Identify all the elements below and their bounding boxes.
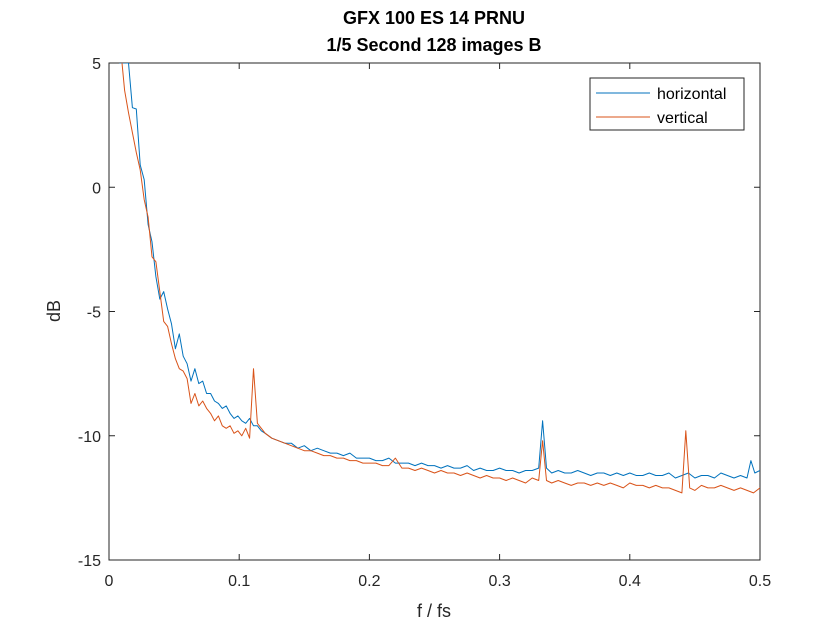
plot-area [108, 62, 761, 561]
x-tick-label: 0.2 [358, 573, 380, 590]
series-line-vertical [121, 63, 760, 494]
x-tick-label: 0.5 [749, 573, 771, 590]
y-axis-label: dB [44, 300, 64, 322]
legend-label-horizontal: horizontal [657, 86, 726, 103]
x-axis-label: f / fs [417, 601, 451, 621]
x-tick-label: 0.3 [488, 573, 510, 590]
y-tick-label: -5 [87, 305, 101, 322]
y-tick-label: 0 [92, 180, 101, 197]
x-tick-label: 0.4 [619, 573, 641, 590]
y-tick-label: -10 [78, 429, 101, 446]
series-line-horizontal [119, 63, 760, 479]
series-layer [119, 63, 760, 494]
y-tick-label: -15 [78, 553, 101, 570]
x-tick-label: 0.1 [228, 573, 250, 590]
y-tick-label: 5 [92, 56, 101, 73]
tick-layer: 0 0.1 0.2 0.3 0.4 0.5 -15 -10 -5 0 5 [78, 56, 771, 590]
x-tick-label: 0 [105, 573, 114, 590]
legend: horizontal vertical [589, 77, 745, 131]
legend-label-vertical: vertical [657, 110, 708, 127]
chart-title: GFX 100 ES 14 PRNU [343, 8, 525, 28]
legend-box [589, 77, 745, 131]
chart-subtitle: 1/5 Second 128 images B [326, 35, 541, 55]
